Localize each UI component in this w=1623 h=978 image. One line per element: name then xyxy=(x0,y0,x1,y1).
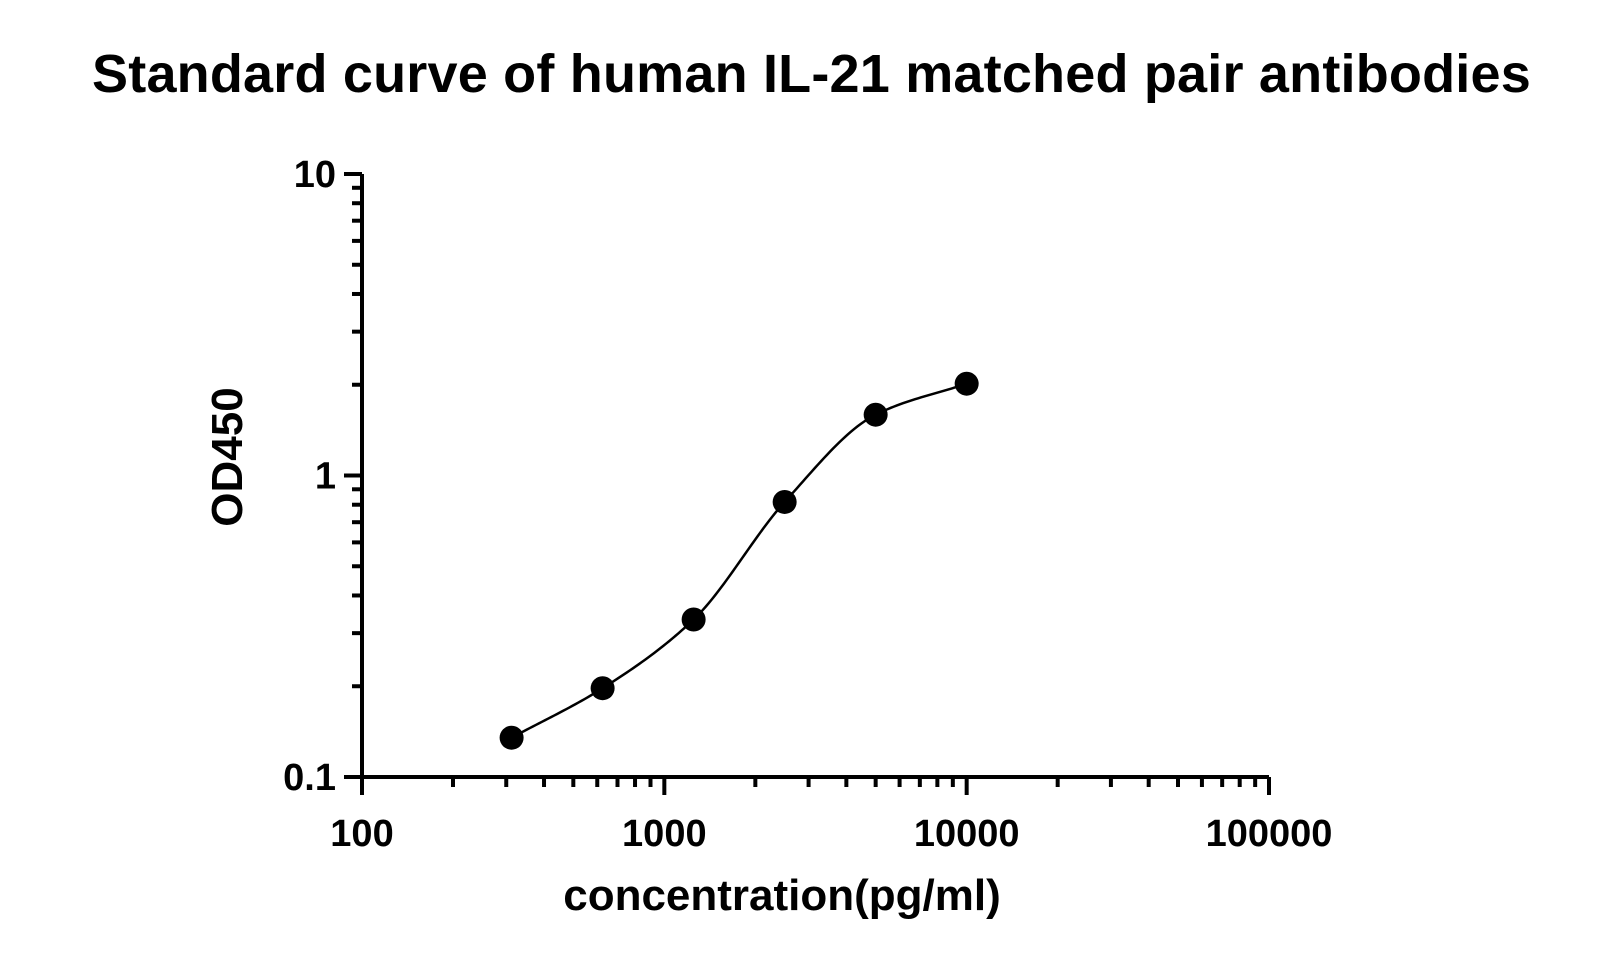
y-tick-labels: 0.1 1 10 xyxy=(283,154,336,799)
y-tick-label: 1 xyxy=(315,456,336,498)
x-tick-label: 1000 xyxy=(622,813,707,855)
y-tick-label: 10 xyxy=(294,154,336,196)
data-point xyxy=(681,607,706,632)
x-tick-label: 100 xyxy=(330,813,393,855)
x-tick-label: 100000 xyxy=(1206,813,1333,855)
y-axis xyxy=(344,172,364,779)
data-point xyxy=(954,371,979,396)
fit-curve xyxy=(511,382,968,739)
x-axis xyxy=(360,775,1271,795)
data-point xyxy=(590,676,615,701)
data-point xyxy=(772,489,797,514)
data-point xyxy=(863,402,888,427)
data-points xyxy=(499,371,979,750)
chart-title: Standard curve of human IL-21 matched pa… xyxy=(92,44,1531,104)
x-tick-labels: 100 1000 10000 100000 xyxy=(330,813,1332,855)
x-axis-label: concentration(pg/ml) xyxy=(563,871,1001,920)
data-point xyxy=(499,725,524,750)
x-tick-label: 10000 xyxy=(914,813,1020,855)
y-axis-label: OD450 xyxy=(203,387,252,526)
y-tick-label: 0.1 xyxy=(283,757,336,799)
